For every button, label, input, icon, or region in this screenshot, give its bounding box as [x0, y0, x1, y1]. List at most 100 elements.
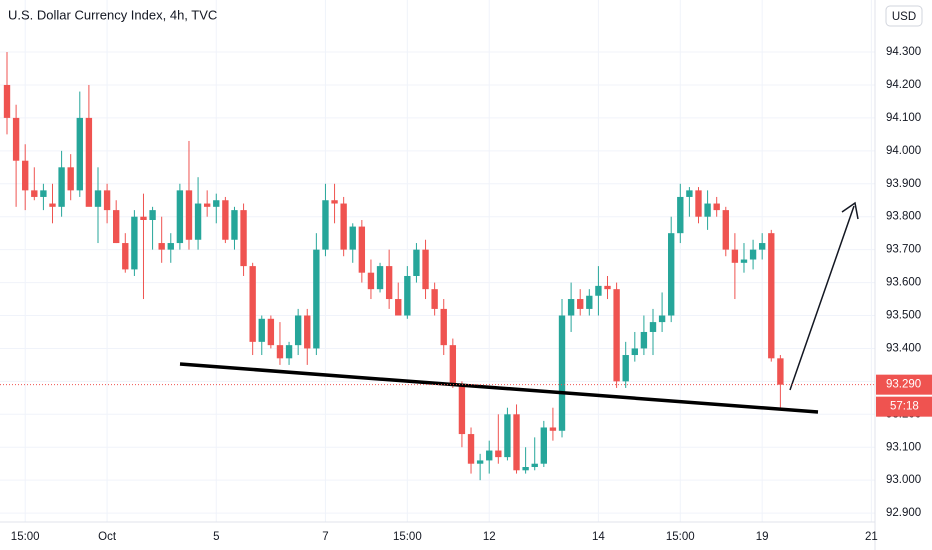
candle-body — [12, 117, 20, 161]
candle-body — [140, 216, 147, 220]
x-tick-label: Oct — [98, 531, 117, 543]
candle-body — [94, 190, 102, 207]
candle-body — [76, 117, 83, 191]
candle-body — [558, 315, 566, 431]
candle-body — [31, 190, 38, 197]
candle-body — [768, 233, 775, 359]
y-tick-label: 93.700 — [886, 244, 921, 256]
candle-body — [122, 243, 129, 270]
candle-body — [276, 345, 284, 359]
y-tick-label: 93.500 — [886, 310, 921, 322]
candle-body — [422, 249, 429, 290]
y-tick-label: 93.400 — [886, 342, 921, 354]
candle-body — [668, 233, 675, 316]
candle-body — [531, 463, 538, 468]
candle-body — [495, 450, 502, 458]
candle-body — [294, 315, 302, 346]
candle-body — [176, 190, 184, 244]
candle-body — [322, 200, 329, 250]
candle-body — [285, 345, 293, 359]
candle-body — [331, 200, 338, 204]
candle-body — [467, 434, 475, 464]
candle-body — [49, 203, 56, 207]
x-tick-label: 15:00 — [393, 531, 422, 543]
y-tick-label: 92.900 — [886, 507, 921, 519]
x-tick-label: 14 — [592, 531, 605, 543]
candle-body — [440, 308, 447, 346]
candle-body — [358, 226, 366, 273]
candle-body — [367, 272, 375, 290]
candle-body — [595, 285, 602, 296]
last-price-label: 93.290 — [886, 379, 921, 391]
candle-body — [313, 249, 320, 349]
candle-body — [431, 289, 438, 309]
candle-body — [695, 190, 702, 217]
candle-body — [740, 259, 748, 263]
candle-body — [613, 289, 620, 382]
candle-body — [149, 210, 156, 220]
arrow-head — [841, 201, 859, 220]
candle-body — [385, 266, 393, 300]
candle-body — [713, 203, 720, 211]
candle-body — [731, 249, 739, 263]
y-tick-label: 93.100 — [886, 441, 921, 453]
candle-body — [631, 348, 638, 356]
x-tick-label: 7 — [322, 531, 328, 543]
candle-body — [103, 190, 111, 211]
candle-body — [640, 331, 648, 349]
candle-body — [649, 322, 657, 332]
y-tick-label: 93.600 — [886, 277, 921, 289]
candle-body — [131, 216, 138, 270]
candle-body — [249, 266, 256, 342]
x-tick-label: 15:00 — [666, 531, 695, 543]
x-tick-label: 21 — [865, 531, 878, 543]
candles — [3, 52, 784, 481]
candle-body — [686, 190, 693, 197]
candle-body — [449, 345, 457, 385]
currency[interactable]: USD — [892, 11, 916, 23]
candle-body — [85, 117, 93, 207]
candle-body — [567, 299, 575, 316]
candle-body — [167, 243, 174, 250]
candle-body — [777, 358, 784, 385]
candle-body — [113, 210, 120, 244]
candle-body — [658, 315, 666, 323]
currency-box[interactable] — [885, 5, 923, 27]
candle-body — [540, 427, 548, 464]
candle-body — [258, 318, 265, 342]
y-tick-label: 94.000 — [886, 145, 921, 157]
candle-body — [677, 196, 684, 234]
candle-body — [340, 203, 347, 250]
candle-body — [304, 315, 311, 349]
y-tick-label: 93.800 — [886, 211, 921, 223]
x-tick-label: 19 — [756, 531, 769, 543]
candle-body — [622, 355, 629, 382]
candle-body — [67, 167, 74, 191]
candle-body — [222, 200, 229, 240]
candle-body — [376, 266, 384, 290]
candle-body — [722, 210, 729, 250]
candle-body — [586, 295, 593, 309]
candle-body — [458, 384, 466, 435]
candle-body — [203, 203, 211, 207]
y-tick-label: 93.900 — [886, 178, 921, 190]
candle-body — [704, 203, 711, 217]
y-tick-label: 94.200 — [886, 79, 921, 91]
candle-body — [476, 460, 484, 464]
candle-body — [395, 299, 402, 316]
x-tick-label: 5 — [213, 531, 219, 543]
candle-body — [486, 450, 493, 461]
candle-body — [240, 210, 247, 267]
candle-body — [749, 249, 757, 260]
last-price-box — [876, 374, 932, 395]
candle-body — [158, 243, 165, 250]
candle-body — [3, 84, 11, 118]
candle-body — [185, 190, 193, 240]
candle-body — [522, 467, 529, 471]
candle-body — [194, 203, 202, 240]
candle-body — [577, 299, 584, 309]
x-tick-label: 15:00 — [11, 531, 40, 543]
candle-body — [22, 160, 29, 191]
candle-body — [758, 243, 766, 250]
